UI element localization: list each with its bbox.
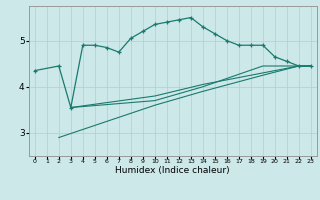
X-axis label: Humidex (Indice chaleur): Humidex (Indice chaleur): [116, 166, 230, 175]
